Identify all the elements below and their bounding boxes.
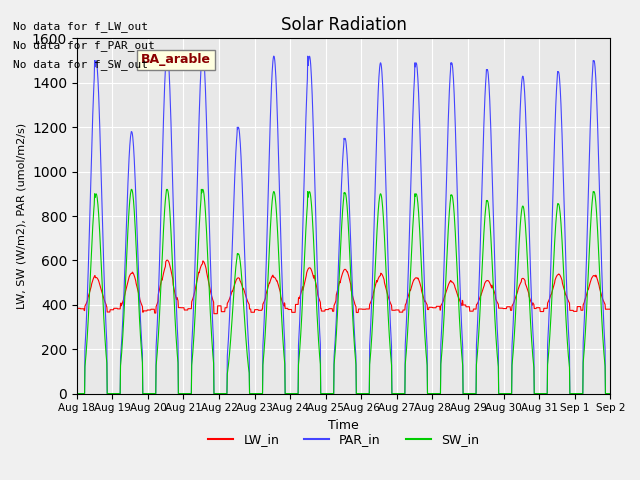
Text: No data for f_PAR_out: No data for f_PAR_out [13, 40, 154, 51]
SW_in [427, 391, 435, 396]
LW_in [192, 284, 200, 290]
Line: LW_in: LW_in [77, 260, 611, 314]
LW_in [73, 305, 81, 311]
PAR_in [427, 391, 435, 396]
PAR_in [496, 391, 504, 396]
SW_in [543, 391, 551, 396]
SW_in [179, 391, 187, 396]
Text: No data for f_LW_out: No data for f_LW_out [13, 21, 148, 32]
SW_in [496, 391, 504, 396]
LW_in [210, 311, 218, 317]
PAR_in [252, 391, 259, 396]
LW_in [163, 257, 171, 263]
PAR_in [607, 391, 614, 396]
Y-axis label: LW, SW (W/m2), PAR (umol/m2/s): LW, SW (W/m2), PAR (umol/m2/s) [16, 123, 26, 309]
X-axis label: Time: Time [328, 419, 359, 432]
LW_in [252, 307, 260, 312]
Title: Solar Radiation: Solar Radiation [280, 16, 406, 34]
PAR_in [179, 391, 187, 396]
SW_in [192, 298, 200, 303]
Text: No data for f_SW_out: No data for f_SW_out [13, 59, 148, 70]
Legend: LW_in, PAR_in, SW_in: LW_in, PAR_in, SW_in [204, 428, 484, 451]
Text: BA_arable: BA_arable [141, 53, 211, 66]
PAR_in [73, 391, 81, 396]
SW_in [73, 391, 81, 396]
LW_in [179, 305, 187, 311]
LW_in [607, 306, 614, 312]
Line: SW_in: SW_in [77, 189, 611, 394]
SW_in [607, 391, 614, 396]
LW_in [544, 300, 552, 306]
Line: PAR_in: PAR_in [77, 52, 611, 394]
PAR_in [192, 235, 200, 240]
PAR_in [163, 49, 170, 55]
SW_in [127, 186, 135, 192]
LW_in [497, 305, 504, 311]
LW_in [427, 304, 435, 310]
PAR_in [543, 391, 551, 396]
SW_in [252, 391, 259, 396]
